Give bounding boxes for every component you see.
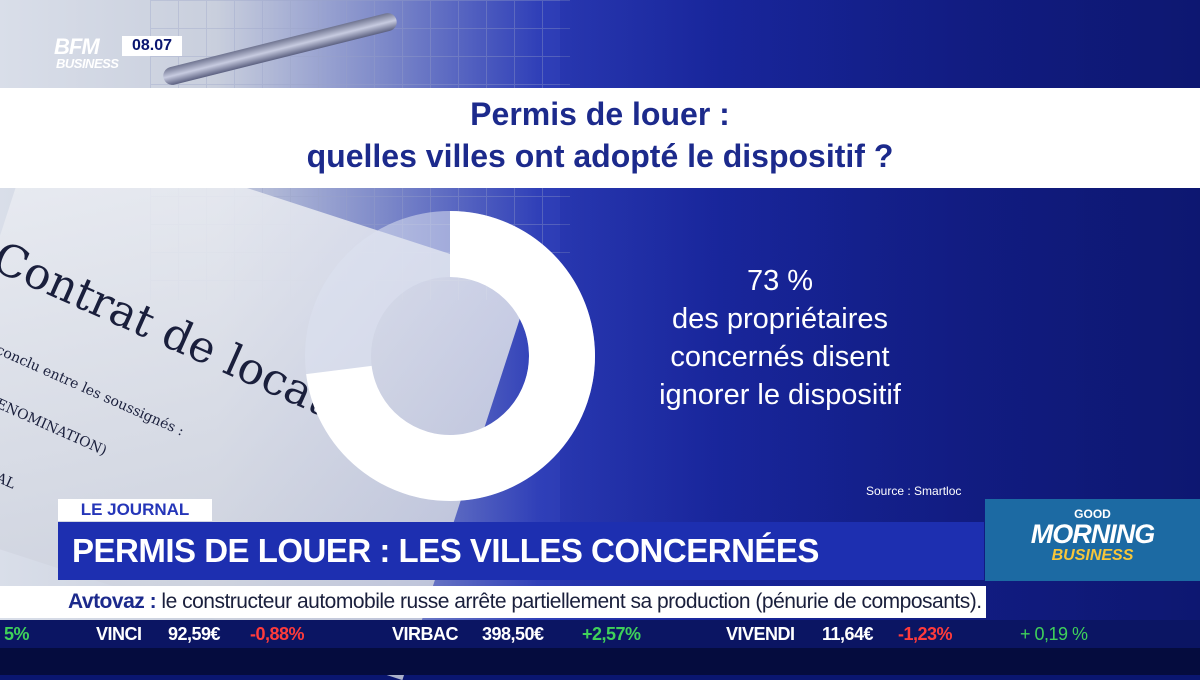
news-ticker-text: le constructeur automobile russe arrête … (156, 590, 982, 613)
market-item-1-price: 92,59€ (168, 624, 221, 644)
stat-percent: 73 % (746, 265, 814, 297)
news-ticker-subject: Avtovaz : (68, 590, 157, 613)
donut-chart (305, 211, 595, 501)
market-item-1-change: -0,88% (250, 624, 305, 644)
title-line-1: Permis de louer : (470, 96, 730, 132)
show-logo: GOOD MORNING BUSINESS (985, 499, 1200, 581)
logo-sub: BUSINESS (56, 56, 119, 71)
show-logo-business: BUSINESS (1051, 547, 1134, 564)
stat-line-2: concernés disent (670, 341, 890, 373)
market-item-1-label: VINCI (96, 624, 142, 644)
stat-line-3: ignorer le dispositif (659, 379, 901, 411)
channel-logo: BFM BUSINESS 08.07 (54, 34, 188, 74)
show-logo-morning: MORNING (1030, 519, 1156, 549)
stat-block: 73 % des propriétaires concernés disent … (610, 262, 950, 414)
market-item-3-change: -1,23% (898, 624, 953, 644)
show-logo-good: GOOD (1074, 507, 1111, 521)
market-item-0-change: 5% (4, 624, 30, 644)
news-ticker-band (0, 586, 986, 618)
market-item-3-price: 11,64€ (822, 624, 874, 644)
market-item-3-label: VIVENDI (726, 624, 795, 644)
headline: PERMIS DE LOUER : LES VILLES CONCERNÉES (58, 522, 984, 580)
logo-brand: BFM (54, 34, 100, 59)
stat-line-1: des propriétaires (672, 303, 888, 335)
title-band: Permis de louer : quelles villes ont ado… (0, 88, 1200, 188)
market-item-4-change: + 0,19 % (1020, 624, 1088, 644)
news-ticker: Avtovaz : le constructeur automobile rus… (68, 590, 982, 614)
market-item-2-price: 398,50€ (482, 624, 544, 644)
segment-tag: LE JOURNAL (58, 499, 212, 521)
market-ticker (0, 620, 1200, 648)
market-item-2-label: VIRBAC (392, 624, 459, 644)
bottom-strip (0, 648, 1200, 675)
donut-segment (306, 211, 595, 501)
clock: 08.07 (122, 36, 182, 56)
market-item-2-change: +2,57% (582, 624, 641, 644)
title-line-2: quelles villes ont adopté le dispositif … (306, 138, 894, 174)
source-label: Source : Smartloc (866, 484, 962, 498)
